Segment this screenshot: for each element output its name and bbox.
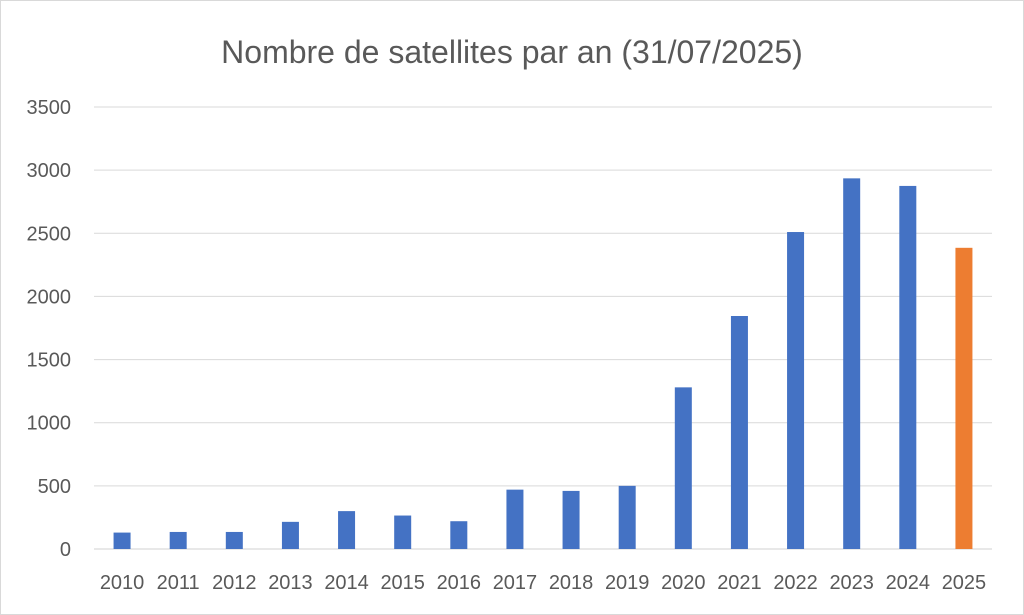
x-tick-label: 2024 bbox=[886, 572, 931, 594]
bar-2011 bbox=[169, 531, 187, 549]
bar-2015 bbox=[394, 515, 412, 549]
bar-2019 bbox=[618, 485, 636, 549]
x-axis-tick-labels: 2010 2011 2012 2013 2014 2015 2016 2017 2018 2019… bbox=[100, 572, 986, 594]
x-tick-label: 2019 bbox=[605, 572, 650, 594]
y-tick-label: 2000 bbox=[27, 286, 72, 308]
gridlines bbox=[94, 106, 992, 550]
bars bbox=[113, 178, 973, 549]
bar-2013 bbox=[281, 521, 299, 549]
x-tick-label: 2014 bbox=[324, 572, 369, 594]
y-tick-label: 1500 bbox=[27, 350, 72, 372]
bar-2024 bbox=[899, 185, 917, 549]
x-tick-label: 2021 bbox=[717, 572, 762, 594]
bar-2017 bbox=[506, 489, 524, 549]
y-tick-label: 1000 bbox=[27, 413, 72, 435]
y-tick-label: 2500 bbox=[27, 223, 72, 245]
x-tick-label: 2023 bbox=[829, 572, 874, 594]
bar-2018 bbox=[562, 490, 580, 549]
x-tick-label: 2017 bbox=[493, 572, 538, 594]
x-tick-label: 2022 bbox=[773, 572, 818, 594]
bar-2020 bbox=[674, 387, 692, 549]
bar-2023 bbox=[843, 178, 861, 549]
bar-2022 bbox=[787, 232, 805, 549]
x-tick-label: 2010 bbox=[100, 572, 145, 594]
y-tick-label: 3500 bbox=[27, 97, 72, 119]
bar-2021 bbox=[730, 316, 748, 549]
x-tick-label: 2020 bbox=[661, 572, 706, 594]
bar-2010 bbox=[113, 532, 131, 549]
chart-title: Nombre de satellites par an (31/07/2025) bbox=[221, 34, 803, 70]
y-axis-tick-labels: 0 500 1000 1500 2000 2500 3000 3500 bbox=[27, 97, 72, 561]
x-tick-label: 2015 bbox=[380, 572, 425, 594]
bar-2016 bbox=[450, 521, 468, 549]
x-tick-label: 2011 bbox=[157, 572, 200, 594]
y-tick-label: 500 bbox=[38, 476, 71, 498]
bar-2012 bbox=[225, 531, 243, 549]
x-tick-label: 2016 bbox=[437, 572, 482, 594]
bar-2014 bbox=[338, 511, 356, 549]
bar-2025 bbox=[955, 247, 973, 549]
y-tick-label: 3000 bbox=[27, 160, 72, 182]
x-tick-label: 2025 bbox=[942, 572, 987, 594]
x-tick-label: 2013 bbox=[268, 572, 313, 594]
x-tick-label: 2018 bbox=[549, 572, 594, 594]
y-tick-label: 0 bbox=[60, 539, 71, 561]
x-tick-label: 2012 bbox=[212, 572, 257, 594]
